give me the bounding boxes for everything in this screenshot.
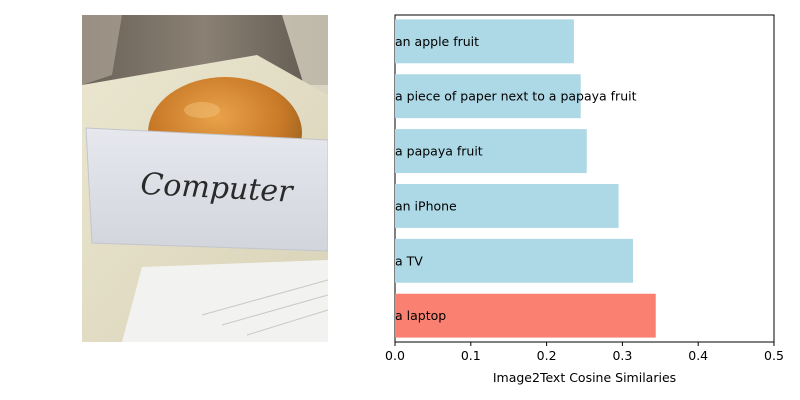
bar-2 bbox=[395, 183, 619, 228]
bar-4 bbox=[395, 74, 581, 119]
x-tick-label-3: 0.3 bbox=[612, 348, 632, 363]
bar-0 bbox=[395, 293, 656, 338]
x-tick-label-4: 0.4 bbox=[688, 348, 708, 363]
x-tick-label-2: 0.2 bbox=[537, 348, 557, 363]
x-ticks-group: 0.0 0.1 0.2 0.3 0.4 0.5 bbox=[385, 342, 784, 363]
bar-labels-group: a laptop a TV an iPhone a papaya fruit a pie… bbox=[395, 34, 637, 323]
bar-label-3: a papaya fruit bbox=[395, 144, 483, 159]
bar-label-2: an iPhone bbox=[395, 198, 457, 213]
bar-3 bbox=[395, 129, 587, 174]
bar-5 bbox=[395, 19, 574, 64]
bar-label-0: a laptop bbox=[395, 308, 446, 323]
bar-label-5: an apple fruit bbox=[395, 34, 479, 49]
x-tick-label-5: 0.5 bbox=[764, 348, 784, 363]
x-axis-title: Image2Text Cosine Similaries bbox=[493, 370, 676, 385]
bar-1 bbox=[395, 238, 634, 283]
papaya-photo: Computer bbox=[82, 15, 328, 342]
handwritten-note: Computer bbox=[140, 167, 295, 210]
photo-panel: Computer bbox=[82, 15, 328, 342]
x-tick-label-0: 0.0 bbox=[385, 348, 405, 363]
bars-group bbox=[395, 19, 656, 338]
x-tick-label-1: 0.1 bbox=[461, 348, 481, 363]
bar-label-1: a TV bbox=[395, 253, 423, 268]
plot-frame bbox=[394, 14, 775, 343]
bar-label-4: a piece of paper next to a papaya fruit bbox=[395, 89, 637, 104]
